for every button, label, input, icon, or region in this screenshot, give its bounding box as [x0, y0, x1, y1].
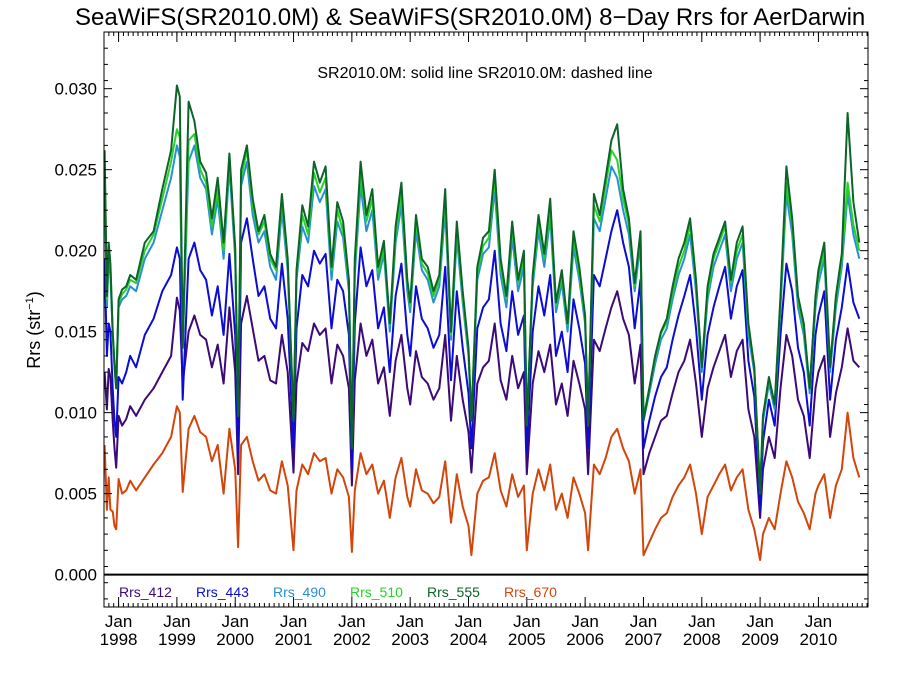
- plot-frame: [103, 31, 869, 608]
- x-tick-year-label: 1999: [158, 630, 196, 649]
- x-tick-year-label: 2007: [625, 630, 663, 649]
- y-tick-label: 0.000: [54, 566, 97, 585]
- y-tick-label: 0.025: [54, 161, 97, 180]
- x-tick-year-label: 2005: [508, 630, 546, 649]
- series-line-rrs-670: [103, 405, 861, 561]
- x-tick-year-label: 2000: [216, 630, 254, 649]
- legend-entry-rrs-412: Rrs_412: [119, 584, 172, 600]
- legend-entry-rrs-510: Rrs_510: [350, 584, 403, 600]
- x-tick-year-label: 2002: [333, 630, 371, 649]
- x-tick-month-label: Jan: [163, 612, 190, 631]
- x-tick-month-label: Jan: [338, 612, 365, 631]
- x-tick-year-label: 2001: [275, 630, 313, 649]
- x-tick-month-label: Jan: [513, 612, 540, 631]
- legend-entry-rrs-443: Rrs_443: [196, 584, 249, 600]
- x-tick-month-label: Jan: [222, 612, 249, 631]
- x-tick-month-label: Jan: [805, 612, 832, 631]
- x-tick-month-label: Jan: [105, 612, 132, 631]
- line-style-annotation: SR2010.0M: solid line SR2010.0M: dashed …: [317, 65, 652, 82]
- y-tick-label: 0.005: [54, 485, 97, 504]
- x-tick-year-label: 1998: [100, 630, 138, 649]
- series-line-rrs-412: [103, 290, 861, 519]
- x-tick-year-label: 2004: [450, 630, 488, 649]
- legend-entry-rrs-490: Rrs_490: [273, 584, 326, 600]
- x-tick-year-label: 2006: [566, 630, 604, 649]
- x-tick-month-label: Jan: [396, 612, 423, 631]
- x-tick-month-label: Jan: [280, 612, 307, 631]
- y-tick-label: 0.015: [54, 323, 97, 342]
- x-tick-month-label: Jan: [455, 612, 482, 631]
- x-tick-month-label: Jan: [630, 612, 657, 631]
- chart-title: SeaWiFS(SR2010.0M) & SeaWiFS(SR2010.0M) …: [75, 4, 865, 31]
- y-tick-label: 0.020: [54, 242, 97, 261]
- x-tick-month-label: Jan: [688, 612, 715, 631]
- x-tick-month-label: Jan: [746, 612, 773, 631]
- series-line-rrs-555: [103, 84, 861, 495]
- legend-entry-rrs-555: Rrs_555: [427, 584, 480, 600]
- y-tick-label: 0.010: [54, 404, 97, 423]
- legend-entry-rrs-670: Rrs_670: [504, 584, 557, 600]
- y-tick-label: 0.030: [54, 80, 97, 99]
- y-axis-label: Rrs (str−1): [24, 291, 44, 369]
- x-tick-year-label: 2009: [741, 630, 779, 649]
- series-line-rrs-443: [103, 209, 861, 511]
- x-tick-month-label: Jan: [571, 612, 598, 631]
- x-tick-year-label: 2003: [391, 630, 429, 649]
- x-tick-year-label: 2008: [683, 630, 721, 649]
- x-tick-year-label: 2010: [800, 630, 838, 649]
